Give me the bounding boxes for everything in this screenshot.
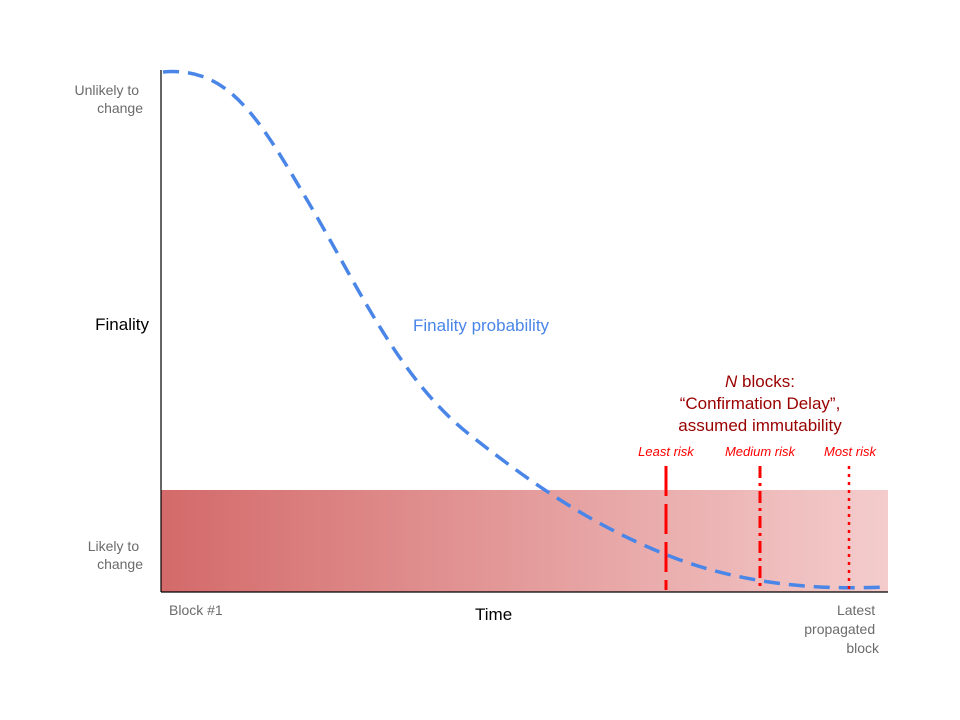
x-axis-title: Time [475,605,512,624]
x-end-label: Latest propagated block [804,602,880,656]
y-axis-title: Finality [95,315,149,334]
finality-probability-curve [162,69,886,590]
confirmation-delay-line-1: N blocks: [725,372,795,391]
least-risk-label: Least risk [638,444,695,459]
medium-risk-label: Medium risk [725,444,797,459]
confirmation-delay-line-3: assumed immutability [678,416,842,435]
low-finality-band [161,490,888,592]
most-risk-label: Most risk [824,444,878,459]
y-bottom-label: Likely to change [88,538,143,572]
y-top-label: Unlikely to change [75,82,144,116]
confirmation-delay-line-2: “Confirmation Delay”, [680,394,841,413]
x-start-label: Block #1 [169,602,223,618]
curve-label: Finality probability [413,316,550,335]
